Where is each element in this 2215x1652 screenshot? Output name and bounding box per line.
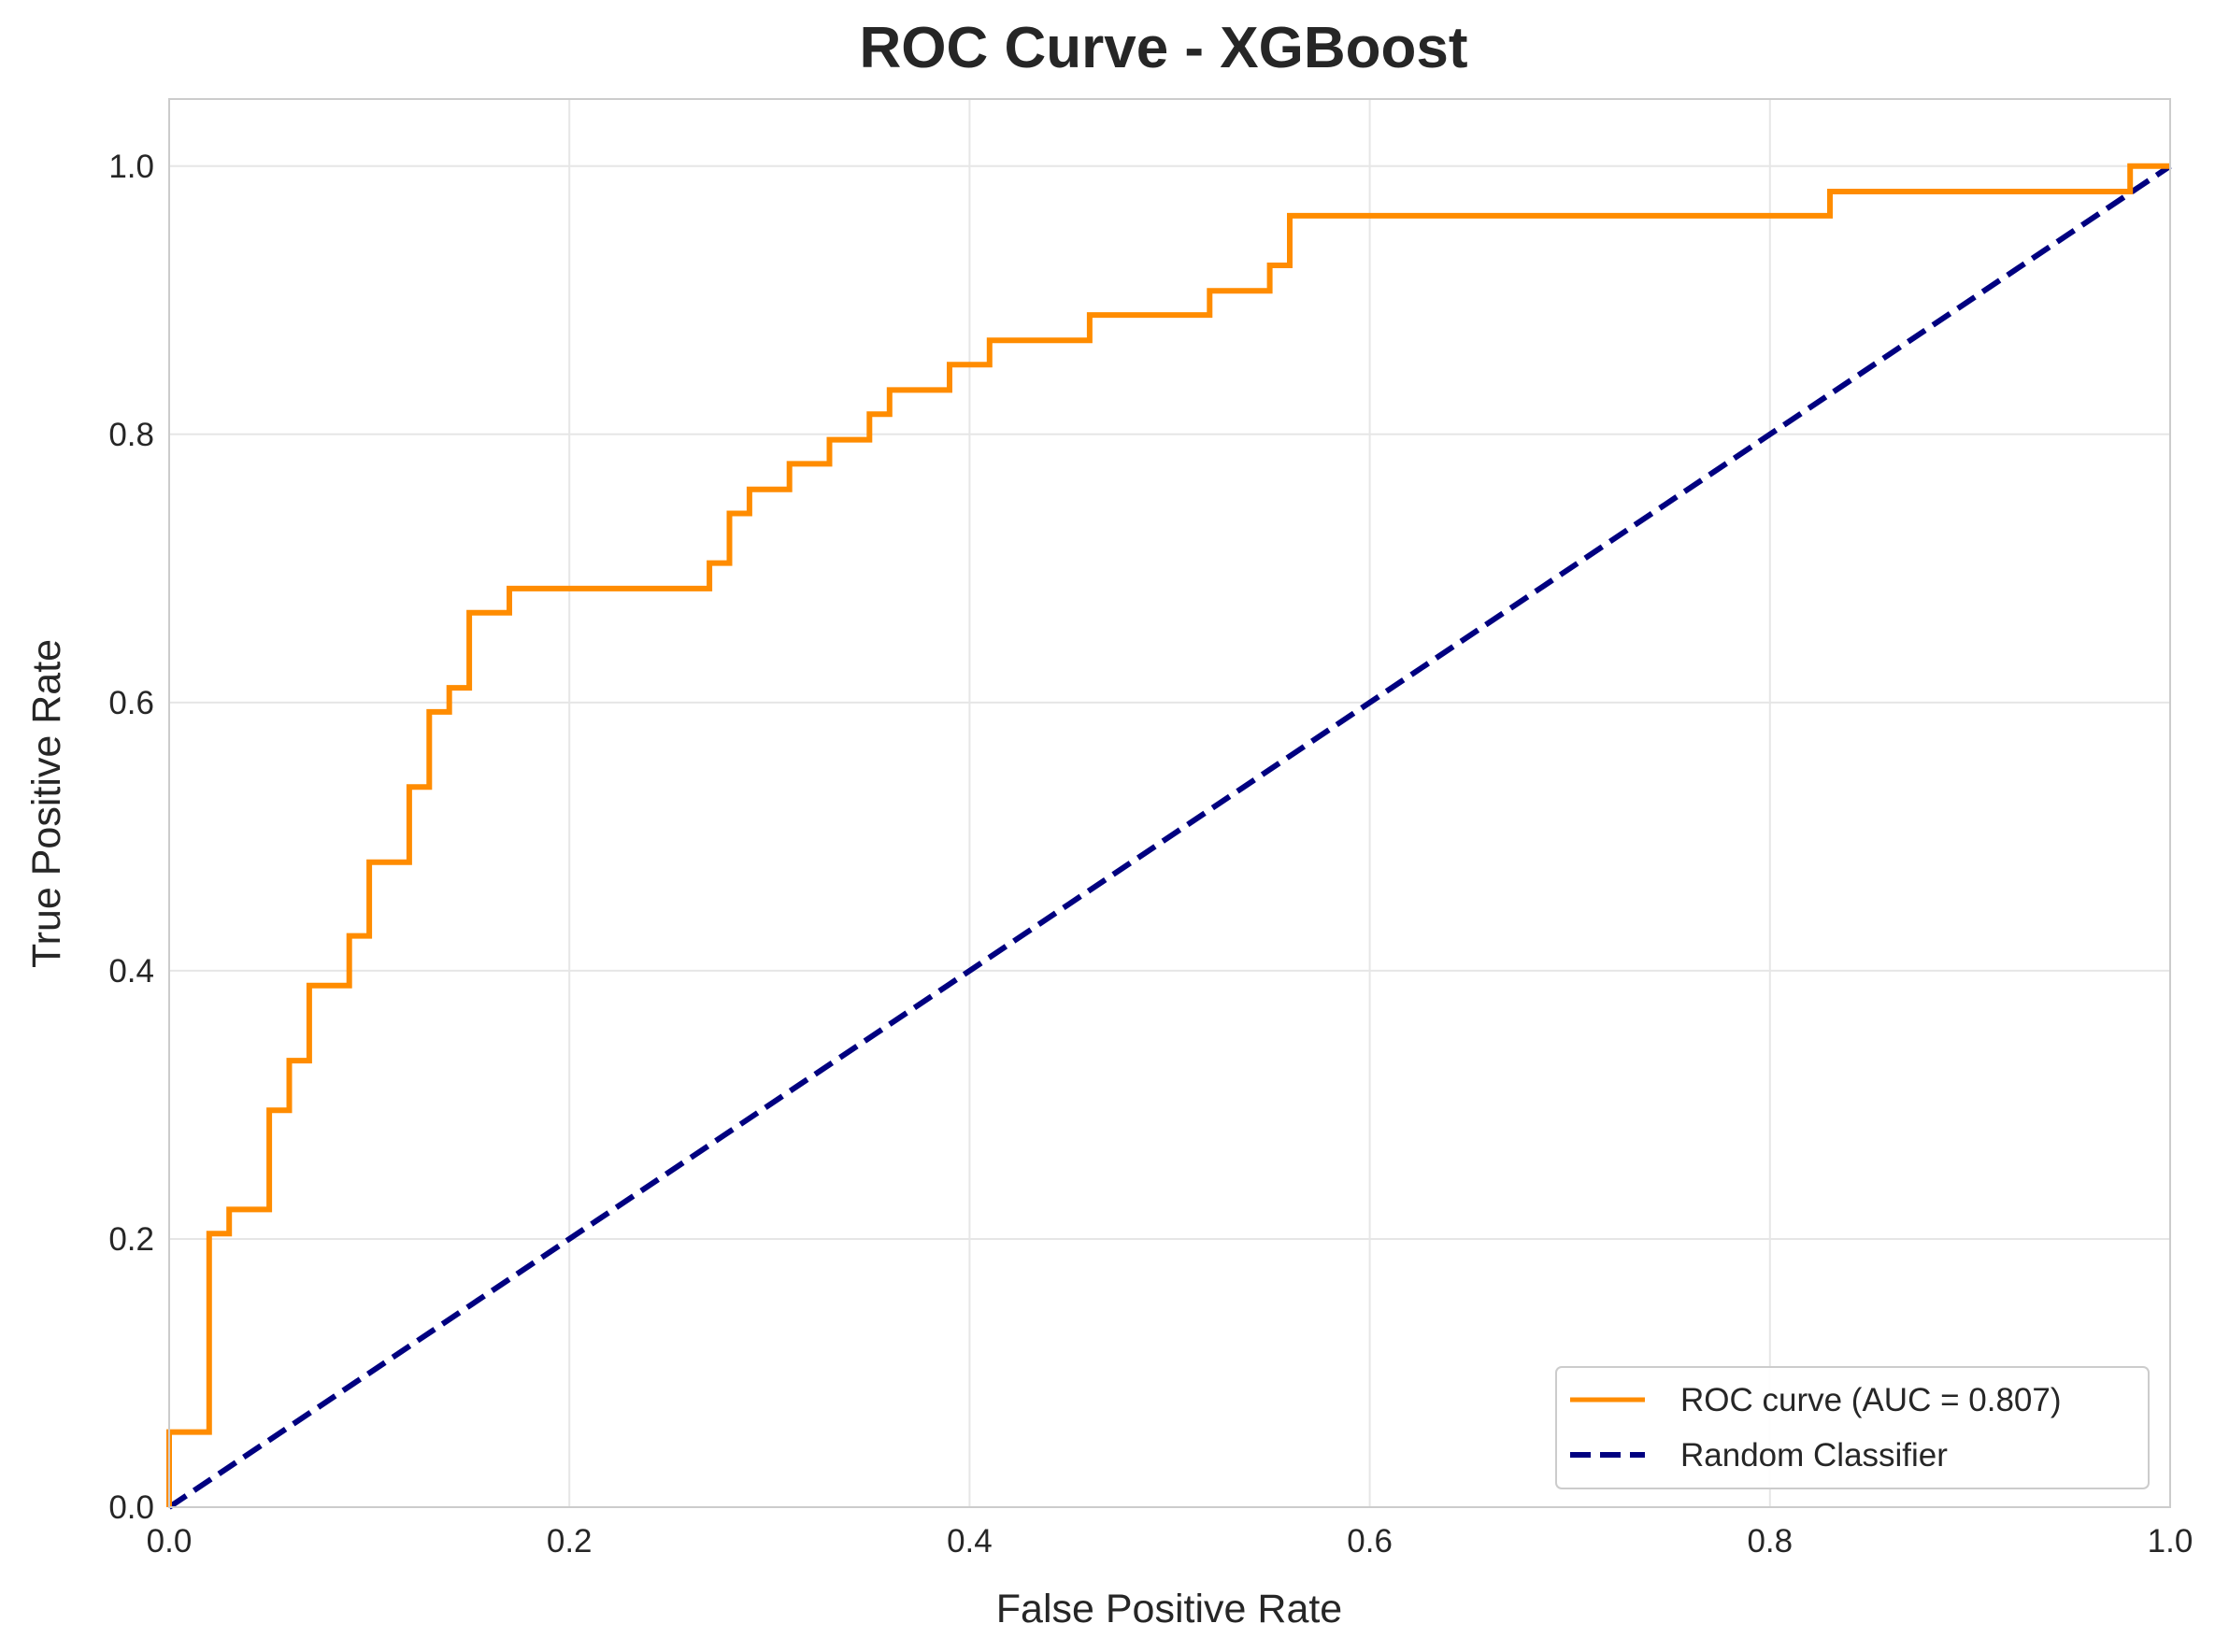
x-tick-label: 0.4 (947, 1523, 993, 1559)
y-tick-label: 0.4 (108, 953, 154, 990)
legend-label-random-classifier: Random Classifier (1680, 1437, 1948, 1474)
legend-label-roc-curve: ROC curve (AUC = 0.807) (1680, 1382, 2062, 1418)
y-tick-labels: 0.0 0.2 0.4 0.6 0.8 1.0 (108, 149, 154, 1526)
y-tick-label: 0.0 (108, 1489, 154, 1526)
roc-curve-line (166, 163, 2170, 1507)
x-tick-label: 1.0 (2148, 1523, 2194, 1559)
legend-box (1555, 1366, 2150, 1489)
x-tick-label: 0.6 (1347, 1523, 1393, 1559)
y-tick-label: 0.6 (108, 685, 154, 721)
x-tick-label: 0.2 (547, 1523, 593, 1559)
x-axis-label: False Positive Rate (996, 1587, 1342, 1631)
random-classifier-line (167, 164, 2172, 1510)
chart-title: ROC Curve - XGBoost (859, 16, 1467, 80)
x-tick-labels: 0.0 0.2 0.4 0.6 0.8 1.0 (147, 1523, 2194, 1559)
x-tick-label: 0.0 (147, 1523, 193, 1559)
grid-lines (168, 99, 2171, 1508)
x-tick-label: 0.8 (1747, 1523, 1793, 1559)
y-axis-label: True Positive Rate (24, 639, 69, 968)
plot-frame (168, 98, 2171, 1508)
y-tick-label: 1.0 (108, 149, 154, 185)
y-tick-label: 0.8 (108, 417, 154, 453)
legend: ROC curve (AUC = 0.807) Random Classifie… (1555, 1366, 2150, 1489)
y-tick-label: 0.2 (108, 1221, 154, 1258)
series-group (166, 163, 2172, 1510)
